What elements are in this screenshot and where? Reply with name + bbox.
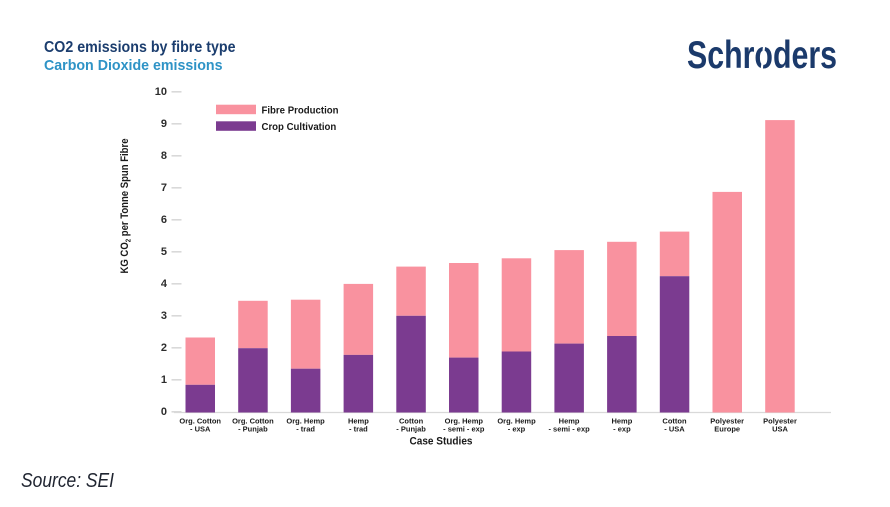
svg-text:6: 6 [161,214,167,226]
svg-text:8: 8 [161,150,167,162]
svg-text:- semi - exp: - semi - exp [548,425,590,434]
svg-text:Fibre Production: Fibre Production [262,105,339,117]
svg-text:- exp: - exp [508,425,526,434]
svg-text:Cotton: Cotton [399,417,424,426]
svg-text:Source: SEI: Source: SEI [21,470,114,492]
svg-text:Cotton: Cotton [662,417,687,426]
svg-text:7: 7 [161,182,167,194]
svg-text:KG CO2 per Tonne Spun Fibre: KG CO2 per Tonne Spun Fibre [119,139,133,274]
svg-text:- USA: - USA [664,425,685,434]
svg-text:5: 5 [161,246,167,258]
svg-text:Org. Cotton: Org. Cotton [232,417,274,426]
svg-text:- Punjab: - Punjab [238,425,268,434]
svg-text:Europe: Europe [714,425,740,434]
svg-text:0: 0 [161,406,167,418]
svg-text:Org. Hemp: Org. Hemp [445,417,484,426]
svg-text:1: 1 [161,374,167,386]
svg-text:Org. Hemp: Org. Hemp [286,417,325,426]
svg-text:- trad: - trad [296,425,315,434]
svg-text:Hemp: Hemp [559,417,580,426]
svg-text:Polyester: Polyester [710,417,744,426]
svg-text:- trad: - trad [349,425,368,434]
svg-text:Hemp: Hemp [611,417,632,426]
svg-text:Org. Cotton: Org. Cotton [179,417,221,426]
svg-text:USA: USA [772,425,788,434]
svg-text:CO2 emissions by fibre type: CO2 emissions by fibre type [44,39,236,56]
svg-text:3: 3 [161,310,167,322]
svg-text:Crop Cultivation: Crop Cultivation [262,121,337,133]
svg-text:- semi - exp: - semi - exp [443,425,485,434]
svg-text:9: 9 [161,118,167,130]
svg-text:Polyester: Polyester [763,417,797,426]
svg-text:2: 2 [161,342,167,354]
svg-text:Org. Hemp: Org. Hemp [497,417,536,426]
svg-text:10: 10 [155,86,167,98]
svg-text:- USA: - USA [190,425,211,434]
svg-text:- exp: - exp [613,425,631,434]
svg-text:Carbon Dioxide emissions: Carbon Dioxide emissions [44,57,223,74]
svg-text:Hemp: Hemp [348,417,369,426]
svg-text:4: 4 [161,278,168,290]
svg-text:Case Studies: Case Studies [410,436,473,448]
svg-text:- Punjab: - Punjab [396,425,426,434]
